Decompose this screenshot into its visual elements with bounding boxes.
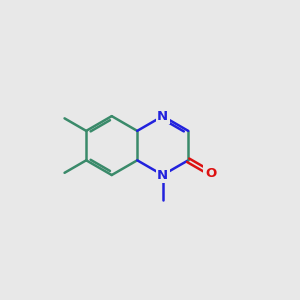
Text: O: O <box>205 167 216 180</box>
Text: N: N <box>157 169 168 182</box>
Text: N: N <box>157 110 168 123</box>
